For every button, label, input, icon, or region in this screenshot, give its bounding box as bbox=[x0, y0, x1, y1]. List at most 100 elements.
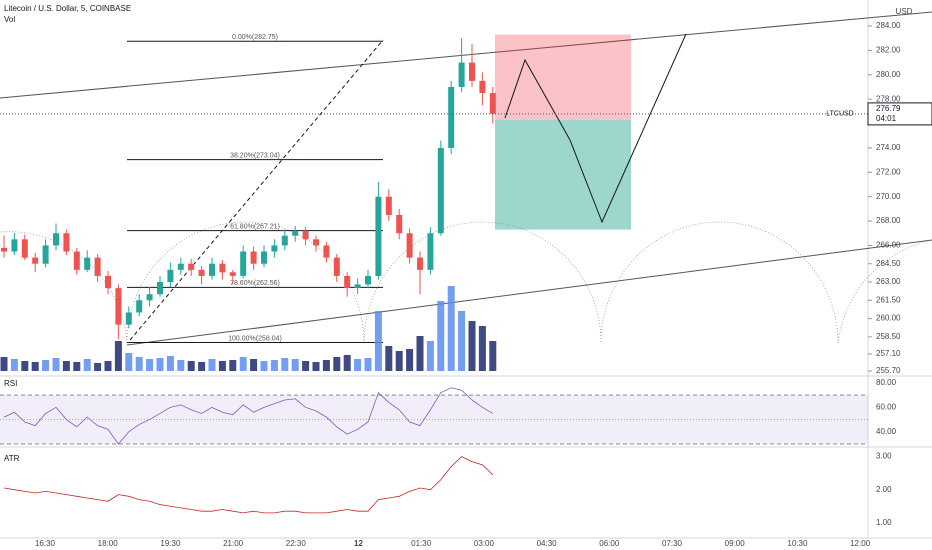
volume-bar bbox=[104, 361, 112, 371]
x-tick-label: 22:30 bbox=[286, 539, 307, 548]
candle-body bbox=[84, 257, 91, 270]
fib-arcs bbox=[0, 221, 932, 344]
volume-bar bbox=[177, 360, 185, 371]
candle-body bbox=[115, 288, 122, 325]
volume-bar bbox=[468, 321, 476, 371]
volume-bar bbox=[302, 361, 310, 371]
volume-bar bbox=[406, 349, 414, 371]
candle-body bbox=[354, 284, 361, 289]
candle-body bbox=[469, 62, 475, 81]
volume-bar bbox=[135, 357, 143, 371]
candle-body bbox=[11, 239, 18, 252]
volume-label: Vol bbox=[4, 15, 15, 24]
candle-body bbox=[365, 275, 371, 285]
candle-body bbox=[458, 62, 465, 87]
candle-body bbox=[73, 251, 80, 270]
x-tick-label: 18:00 bbox=[98, 539, 119, 548]
candle-body bbox=[427, 233, 434, 270]
stop-zone bbox=[495, 34, 631, 120]
candle-body bbox=[209, 263, 215, 276]
volume-bar bbox=[364, 358, 372, 371]
volume-bar bbox=[478, 326, 486, 371]
fib-label: 78.60%(262.56) bbox=[230, 280, 280, 287]
y-tick-label: 268.00 bbox=[876, 216, 901, 225]
fib-label: 100.00%(258.04) bbox=[228, 335, 282, 342]
volume-bar bbox=[218, 361, 226, 371]
volume-bar bbox=[42, 360, 50, 371]
candle-body bbox=[167, 269, 174, 283]
volume-bar bbox=[73, 362, 81, 371]
x-tick-label: 16:30 bbox=[35, 539, 56, 548]
y-tick-label: 258.50 bbox=[876, 332, 901, 341]
y-tick-label: 278.00 bbox=[876, 94, 901, 103]
volume-bar bbox=[270, 360, 278, 371]
candle-body bbox=[375, 196, 382, 276]
x-tick-label: 07:30 bbox=[662, 539, 683, 548]
volume-bar bbox=[62, 361, 70, 371]
candle-body bbox=[63, 233, 70, 252]
candle-body bbox=[344, 275, 351, 289]
volume-bar bbox=[250, 359, 258, 371]
volume-bar bbox=[198, 362, 206, 371]
volume-bar bbox=[156, 358, 164, 371]
x-tick-label: 06:00 bbox=[599, 539, 620, 548]
x-tick-label: 10:30 bbox=[787, 539, 808, 548]
chart-title: Litecoin / U.S. Dollar, 5, COINBASE bbox=[4, 4, 131, 13]
rsi-line bbox=[3, 387, 494, 445]
candle-body bbox=[323, 245, 330, 258]
volume-bar bbox=[322, 360, 330, 371]
atr-label: ATR bbox=[4, 454, 20, 463]
volume-bar bbox=[166, 356, 174, 371]
y-tick-label: 260.00 bbox=[876, 314, 901, 323]
target-zone bbox=[495, 119, 631, 230]
volume-bar bbox=[187, 361, 195, 371]
volume-bar bbox=[354, 359, 362, 371]
atr-tick-label: 3.00 bbox=[876, 452, 892, 461]
x-tick-label: 01:30 bbox=[411, 539, 432, 548]
volume-bar bbox=[395, 351, 403, 371]
y-tick-label: 270.00 bbox=[876, 192, 901, 201]
candle-body bbox=[261, 251, 267, 264]
x-tick-label: 12:00 bbox=[850, 539, 871, 548]
fib-label: 0.00%(282.75) bbox=[232, 34, 278, 41]
volume-bar bbox=[458, 311, 466, 371]
candle-body bbox=[188, 263, 195, 270]
candle-body bbox=[396, 214, 403, 234]
volume-bar bbox=[426, 341, 434, 371]
trend-line bbox=[0, 11, 932, 99]
candle-body bbox=[250, 251, 257, 264]
x-tick-label: 03:00 bbox=[474, 539, 495, 548]
atr-line bbox=[3, 456, 494, 514]
candle-body bbox=[105, 275, 111, 289]
x-tick-label: 09:00 bbox=[725, 539, 746, 548]
volume-bar bbox=[333, 357, 341, 371]
y-tick-label: 261.50 bbox=[876, 295, 901, 304]
y-tick-label: 257.10 bbox=[876, 349, 901, 358]
volume-bar bbox=[208, 359, 216, 371]
fib-label: 61.80%(267.21) bbox=[230, 224, 280, 231]
candle-body bbox=[177, 263, 184, 270]
y-tick-label: 266.00 bbox=[876, 241, 901, 250]
candle-body bbox=[198, 269, 205, 276]
last-price-label: 276.79 bbox=[876, 104, 901, 113]
volume-bar bbox=[83, 359, 91, 371]
candle-body bbox=[32, 257, 39, 264]
y-tick-label: 274.00 bbox=[876, 143, 901, 152]
volume-bar bbox=[447, 286, 455, 371]
candle-body bbox=[302, 230, 309, 240]
volume-bar bbox=[52, 358, 60, 371]
volume-bar bbox=[31, 362, 39, 371]
x-tick-label: 21:00 bbox=[223, 539, 244, 548]
x-tick-label: 19:30 bbox=[160, 539, 181, 548]
atr-tick-label: 1.00 bbox=[876, 518, 892, 527]
y-tick-label: 264.50 bbox=[876, 259, 901, 268]
volume-bar bbox=[146, 359, 154, 371]
candle-body bbox=[219, 263, 226, 273]
volume-bar bbox=[94, 363, 102, 371]
candle-body bbox=[313, 239, 319, 246]
symbol-tag: LTCUSD bbox=[826, 111, 853, 118]
atr-tick-label: 2.00 bbox=[876, 485, 892, 494]
volume-bar bbox=[343, 355, 351, 371]
projection-path bbox=[504, 33, 687, 224]
trend-line bbox=[126, 239, 932, 346]
